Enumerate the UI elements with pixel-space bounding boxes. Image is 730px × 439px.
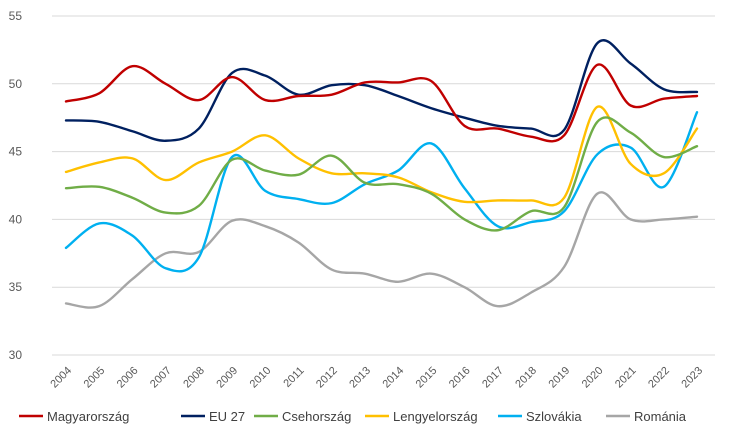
x-tick-label: 2004 <box>48 365 74 391</box>
legend-label: Lengyelország <box>393 409 478 424</box>
legend-label: Románia <box>634 409 687 424</box>
y-tick-label: 55 <box>9 9 23 23</box>
x-tick-label: 2008 <box>181 365 207 391</box>
y-tick-label: 50 <box>9 77 23 91</box>
x-tick-label: 2021 <box>613 365 639 391</box>
x-tick-label: 2022 <box>646 365 672 391</box>
series-lines <box>64 39 699 309</box>
gridlines <box>52 15 715 356</box>
x-tick-label: 2007 <box>148 365 174 391</box>
x-tick-label: 2017 <box>480 365 506 391</box>
y-axis-ticks: 30 35 40 45 50 55 <box>9 9 23 362</box>
x-tick-label: 2009 <box>214 365 240 391</box>
x-tick-label: 2005 <box>82 365 108 391</box>
legend-label: Magyarország <box>47 409 129 424</box>
x-tick-label: 2012 <box>314 365 340 391</box>
x-tick-label: 2015 <box>414 365 440 391</box>
legend: Magyarország EU 27 Csehország Lengyelország… <box>19 409 687 424</box>
x-tick-label: 2014 <box>380 365 406 391</box>
x-tick-label: 2016 <box>447 365 473 391</box>
x-tick-label: 2020 <box>580 365 606 391</box>
series-line-eu-27 <box>64 39 699 142</box>
series-line-magyarorsz-g <box>64 63 699 143</box>
x-tick-label: 2011 <box>281 365 306 390</box>
y-tick-label: 35 <box>9 280 23 294</box>
x-tick-label: 2013 <box>347 365 373 391</box>
series-line-rom-nia <box>64 191 699 309</box>
y-tick-label: 40 <box>9 212 23 226</box>
y-tick-label: 30 <box>9 348 23 362</box>
series-line-lengyelorsz-g <box>64 105 699 207</box>
series-line-szlov-kia <box>64 111 699 273</box>
legend-label: Csehország <box>282 409 351 424</box>
series-line-csehorsz-g <box>64 116 699 232</box>
x-tick-label: 2006 <box>115 365 141 391</box>
x-axis-ticks: 2004 2005 2006 2007 2008 2009 2010 2011 2012 2013… <box>48 365 705 391</box>
x-tick-label: 2023 <box>679 365 705 391</box>
legend-label: EU 27 <box>209 409 245 424</box>
x-tick-label: 2018 <box>513 365 539 391</box>
legend-label: Szlovákia <box>526 409 582 424</box>
x-tick-label: 2019 <box>547 365 573 391</box>
y-tick-label: 45 <box>9 145 23 159</box>
x-tick-label: 2010 <box>248 365 274 391</box>
